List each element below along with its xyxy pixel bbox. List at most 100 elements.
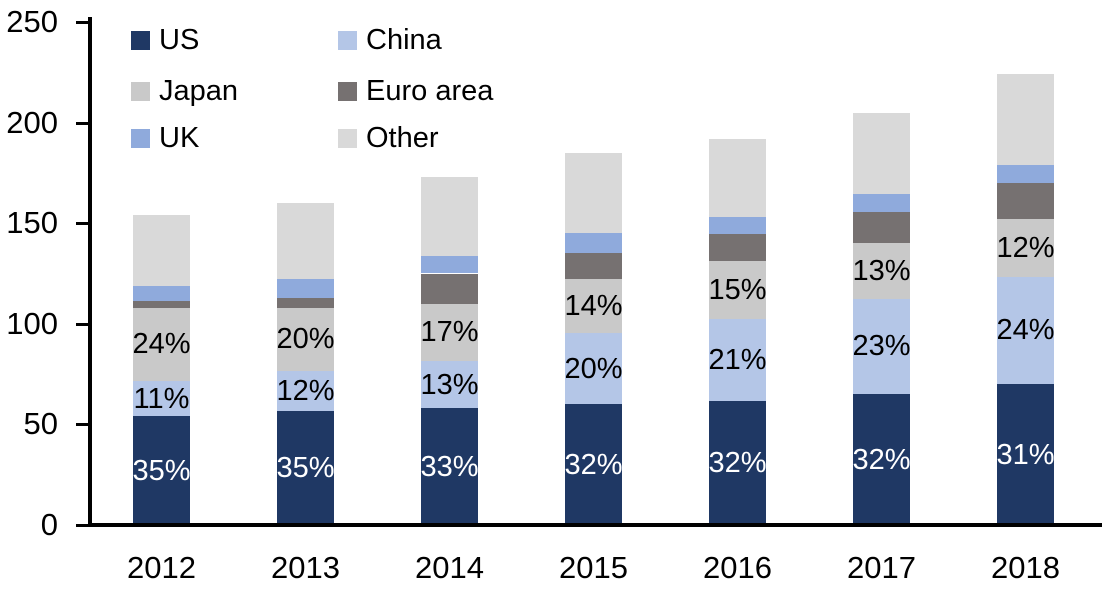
legend-item-euro-area: Euro area <box>338 75 493 107</box>
bar-segment-2016-other <box>709 138 766 218</box>
bar-segment-2012-other <box>133 215 190 286</box>
y-tick-label-150: 150 <box>6 205 58 241</box>
bar-label-2016-china: 21% <box>708 344 767 377</box>
legend-swatch-other <box>338 128 357 148</box>
bar-label-2012-china: 11% <box>133 382 190 415</box>
bar-label-2017-us: 32% <box>852 443 911 476</box>
y-tick-mark-100 <box>76 322 88 326</box>
bar-segment-2015-japan <box>565 278 622 333</box>
bar-segment-2017-us <box>853 394 910 525</box>
legend-swatch-japan <box>131 81 150 101</box>
x-tick-label-2018: 2018 <box>991 550 1060 585</box>
bar-segment-2018-china <box>997 276 1054 385</box>
bar-segment-2012-japan <box>133 307 190 382</box>
bar-segment-2014-japan <box>421 303 478 361</box>
bar-segment-2015-euro-area <box>565 253 622 279</box>
y-tick-mark-50 <box>76 423 88 427</box>
bar-label-2012-us: 35% <box>132 454 191 487</box>
bar-segment-2012-china <box>133 381 190 417</box>
legend-label-other: Other <box>366 122 439 154</box>
x-tick-label-2016: 2016 <box>703 550 772 585</box>
bar-segment-2016-euro-area <box>709 234 766 262</box>
legend-swatch-us <box>131 30 150 50</box>
bar-segment-2014-china <box>421 361 478 409</box>
legend-item-us: US <box>131 24 199 56</box>
y-tick-mark-0 <box>76 524 88 527</box>
bar-label-2012-japan: 24% <box>132 328 191 361</box>
x-tick-label-2014: 2014 <box>415 550 484 585</box>
y-tick-mark-250 <box>76 21 88 24</box>
bar-segment-2014-euro-area <box>421 273 478 304</box>
legend-swatch-uk <box>131 128 150 148</box>
bar-label-2018-japan: 12% <box>996 231 1055 264</box>
bar-segment-2017-other <box>853 112 910 195</box>
x-tick-label-2012: 2012 <box>127 550 196 585</box>
legend-item-other: Other <box>338 122 439 154</box>
bar-label-2015-us: 32% <box>564 448 623 481</box>
bar-segment-2012-euro-area <box>133 300 190 308</box>
legend-item-uk: UK <box>131 122 199 154</box>
bar-label-2014-us: 33% <box>420 450 479 483</box>
bar-segment-2016-china <box>709 318 766 402</box>
bar-label-2018-china: 24% <box>996 314 1055 347</box>
bar-segment-2014-us <box>421 408 478 525</box>
y-tick-label-100: 100 <box>6 305 58 341</box>
bar-label-2014-china: 13% <box>420 368 479 401</box>
bar-label-2013-china: 12% <box>276 375 335 408</box>
bar-segment-2016-uk <box>709 217 766 235</box>
bar-segment-2013-other <box>277 203 334 279</box>
y-axis-line <box>88 17 92 527</box>
bar-segment-2015-other <box>565 152 622 234</box>
bar-segment-2018-japan <box>997 219 1054 277</box>
y-tick-label-50: 50 <box>23 406 58 442</box>
y-tick-label-200: 200 <box>6 104 58 140</box>
bar-segment-2015-uk <box>565 233 622 254</box>
legend-label-china: China <box>366 24 442 56</box>
bar-segment-2014-uk <box>421 256 478 274</box>
bar-segment-2015-us <box>565 404 622 525</box>
y-tick-label-250: 250 <box>6 4 58 39</box>
bar-segment-2012-uk <box>133 285 190 301</box>
bar-segment-2018-other <box>997 74 1054 165</box>
bar-label-2018-us: 31% <box>996 438 1055 471</box>
bar-label-2015-japan: 14% <box>564 289 623 322</box>
legend-swatch-euro-area <box>338 81 357 101</box>
bar-segment-2013-euro-area <box>277 297 334 308</box>
bar-segment-2012-us <box>133 416 190 525</box>
bar-segment-2018-us <box>997 384 1054 525</box>
bar-segment-2017-euro-area <box>853 212 910 244</box>
bar-label-2014-japan: 17% <box>420 316 479 349</box>
bar-segment-2017-uk <box>853 194 910 213</box>
x-tick-label-2017: 2017 <box>847 550 916 585</box>
x-axis-line <box>88 523 1102 527</box>
bar-segment-2014-other <box>421 176 478 257</box>
bar-segment-2013-china <box>277 371 334 412</box>
y-tick-label-0: 0 <box>40 507 58 542</box>
legend-label-japan: Japan <box>159 75 239 107</box>
bar-segment-2017-china <box>853 298 910 395</box>
bar-label-2013-japan: 20% <box>276 323 335 356</box>
bar-label-2016-japan: 15% <box>708 274 767 307</box>
bar-label-2017-japan: 13% <box>852 254 911 287</box>
bar-segment-2015-china <box>565 332 622 405</box>
y-tick-mark-200 <box>76 121 88 125</box>
legend-label-euro-area: Euro area <box>366 75 494 107</box>
legend-swatch-china <box>338 30 357 50</box>
x-tick-label-2015: 2015 <box>559 550 628 585</box>
bar-segment-2018-euro-area <box>997 182 1054 220</box>
bar-segment-2017-japan <box>853 243 910 299</box>
legend-label-us: US <box>159 24 200 56</box>
bar-segment-2013-japan <box>277 307 334 372</box>
bar-segment-2018-uk <box>997 164 1054 183</box>
legend-item-china: China <box>338 24 442 56</box>
bar-segment-2013-uk <box>277 278 334 298</box>
bar-segment-2016-japan <box>709 261 766 319</box>
bar-label-2017-china: 23% <box>852 330 911 363</box>
bar-segment-2013-us <box>277 411 334 525</box>
bar-label-2015-china: 20% <box>564 352 623 385</box>
bar-segment-2016-us <box>709 401 766 525</box>
y-tick-mark-150 <box>76 222 88 226</box>
x-tick-label-2013: 2013 <box>271 550 340 585</box>
legend-label-uk: UK <box>159 122 200 154</box>
